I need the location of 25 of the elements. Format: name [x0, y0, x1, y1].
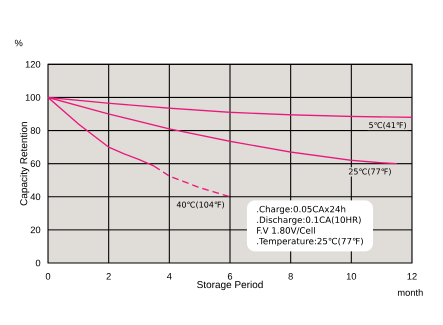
series-label: 25℃(77℉) [348, 168, 391, 176]
y-tick-label: 20 [30, 226, 40, 234]
text: % [14, 40, 22, 46]
y-tick-label: 120 [26, 61, 40, 68]
y-tick-label: 40 [30, 193, 40, 200]
annotation: .Charge:0.05CAx24h [257, 206, 346, 214]
series-label: 40℃(104℉) [176, 201, 224, 209]
y-tick-label: 60 [30, 160, 40, 167]
annotation: .Temperature:25℃(77℉) [257, 238, 363, 246]
x-tick-label: 2 [106, 273, 111, 280]
y-tick-label: 80 [30, 127, 40, 134]
y-axis-title: Capacity Retention [20, 122, 30, 206]
annotation: F.V 1.80V/Cell [257, 227, 315, 234]
y-tick-label: 0 [36, 260, 40, 266]
x-tick-label: 6 [228, 273, 232, 280]
x-tick-label: 10 [346, 273, 356, 280]
annotation: .Discharge:0.1CA(10HR) [257, 216, 361, 225]
series-label: 5℃(41℉) [369, 122, 406, 130]
text: month [398, 289, 423, 296]
x-tick-label: 4 [166, 273, 172, 280]
x-tick-label: 8 [288, 273, 293, 280]
x-axis-title: Storage Period [197, 280, 263, 290]
x-tick-label: 0 [46, 273, 50, 280]
y-tick-label: 100 [26, 94, 40, 101]
x-tick-label: 12 [408, 273, 417, 280]
